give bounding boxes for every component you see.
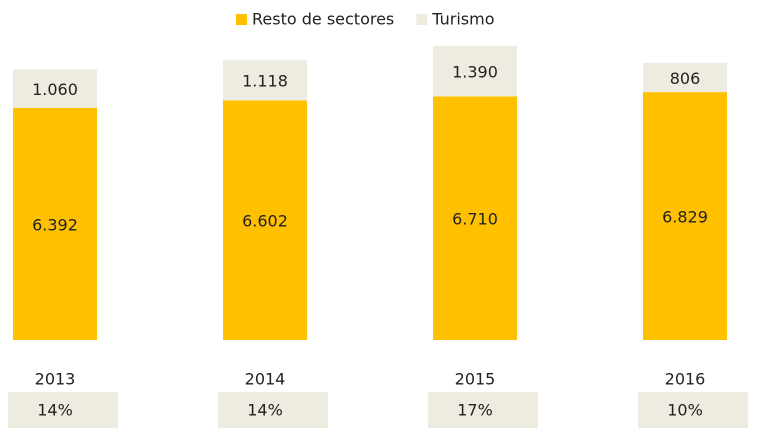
share-label: 14% <box>247 401 283 420</box>
bar-segment <box>13 69 97 108</box>
share-label: 17% <box>457 401 493 420</box>
share-label: 10% <box>667 401 703 420</box>
bar-segment <box>433 45 517 97</box>
bar-segment <box>223 100 307 340</box>
data-label: 6.392 <box>32 215 78 234</box>
bar-segment <box>13 107 97 340</box>
data-label: 6.710 <box>452 210 498 229</box>
bar-segment <box>643 92 727 340</box>
share-box <box>428 392 538 428</box>
share-box <box>638 392 748 428</box>
legend-swatch <box>416 14 428 25</box>
bar-segment <box>223 59 307 101</box>
x-tick-label: 2014 <box>245 370 286 389</box>
data-label: 1.118 <box>242 72 288 91</box>
data-label: 6.829 <box>662 208 708 227</box>
x-tick-label: 2013 <box>35 370 76 389</box>
legend-label: Turismo <box>431 10 494 29</box>
share-label: 14% <box>37 401 73 420</box>
bar-segment <box>643 62 727 93</box>
share-box <box>218 392 328 428</box>
share-box <box>8 392 118 428</box>
x-tick-label: 2015 <box>455 370 496 389</box>
data-label: 1.060 <box>32 80 78 99</box>
data-label: 806 <box>670 69 701 88</box>
data-label: 1.390 <box>452 63 498 82</box>
legend-swatch <box>236 14 247 25</box>
legend-label: Resto de sectores <box>252 10 394 29</box>
x-tick-label: 2016 <box>665 370 706 389</box>
data-label: 6.602 <box>242 212 288 231</box>
bar-segment <box>433 96 517 340</box>
